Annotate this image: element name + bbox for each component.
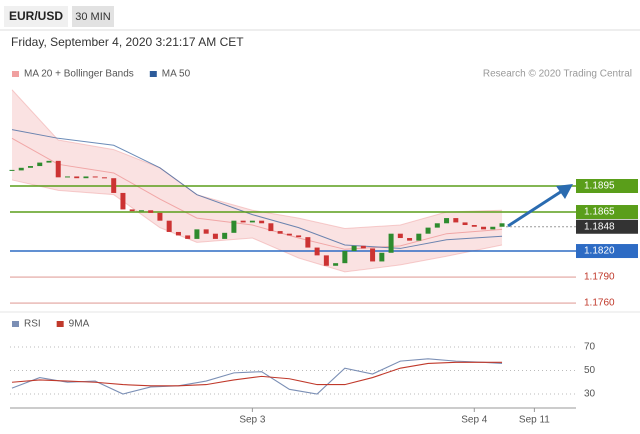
candle (148, 210, 154, 213)
candle (268, 223, 274, 232)
level-tag (576, 219, 638, 234)
candle (240, 220, 246, 223)
candle (407, 238, 413, 241)
candle (453, 218, 459, 223)
legend-swatch (12, 321, 19, 327)
legend-swatch (12, 71, 19, 77)
candle (462, 222, 468, 226)
candle (9, 169, 15, 171)
projection-arrow (507, 184, 573, 228)
x-tick-label: Sep 3 (239, 415, 266, 426)
candle (222, 232, 228, 239)
candle (323, 255, 329, 266)
rsi-line (11, 358, 503, 395)
x-tick-label: Sep 4 (461, 415, 488, 426)
level-label: 1.1760 (584, 298, 615, 309)
candle (388, 233, 394, 253)
candle (434, 223, 440, 228)
candle (425, 227, 431, 234)
y-tick-label: 30 (584, 389, 596, 400)
level-label: 1.1865 (584, 207, 615, 218)
level-tag (576, 244, 638, 259)
candle (83, 176, 89, 179)
ma20-line (11, 137, 503, 250)
level-label: 1.1790 (584, 272, 615, 283)
bollinger-lower (11, 179, 503, 273)
candle (499, 223, 505, 227)
level-tag (576, 205, 638, 220)
candle (194, 229, 200, 239)
candle (166, 220, 172, 232)
candle (46, 160, 52, 163)
candle (249, 220, 255, 223)
candle (471, 225, 477, 227)
candle (370, 248, 376, 262)
candle (27, 166, 33, 168)
rsi-ma-line (11, 361, 503, 387)
legend-label: RSI (24, 319, 41, 330)
candle (74, 176, 80, 179)
ma50-line (11, 129, 503, 249)
interval-box (72, 6, 114, 27)
candle (212, 233, 218, 239)
candle (111, 178, 117, 193)
candle (286, 233, 292, 236)
candle (175, 231, 181, 236)
level-label: 1.1895 (584, 181, 615, 192)
candle (481, 226, 487, 230)
candle (259, 220, 265, 224)
candle (120, 192, 126, 210)
candle (157, 212, 163, 221)
legend-swatch (149, 71, 157, 77)
candle (101, 177, 107, 179)
symbol: EUR/USD (9, 9, 63, 23)
candle (18, 167, 24, 171)
candle (203, 229, 209, 234)
legend-label: MA 20 + Bollinger Bands (24, 69, 134, 80)
candle (397, 233, 403, 239)
y-tick-label: 50 (584, 365, 596, 376)
level-tag (576, 179, 638, 193)
candle (305, 237, 311, 248)
candle (351, 245, 357, 252)
candle (416, 233, 422, 241)
y-tick-label: 70 (584, 342, 596, 353)
candle (490, 226, 496, 230)
candle (277, 231, 283, 234)
candle (342, 251, 348, 264)
candle (231, 220, 237, 233)
level-label: 1.1848 (584, 221, 615, 232)
candle (360, 245, 366, 249)
symbol-box (4, 6, 68, 27)
candle (64, 176, 70, 178)
arrow-shaft (507, 189, 563, 228)
x-tick-label: Sep 11 (519, 415, 550, 426)
legend-swatch (56, 321, 64, 327)
legend-label: MA 50 (162, 69, 191, 80)
arrow-head (556, 184, 573, 199)
bollinger-upper (11, 89, 503, 229)
candle (444, 218, 450, 224)
candle (55, 160, 61, 178)
timestamp: Friday, September 4, 2020 3:21:17 AM CET (11, 35, 244, 49)
candle (37, 162, 43, 167)
candle (296, 235, 302, 238)
candle (379, 252, 385, 262)
legend-label: 9MA (69, 319, 90, 330)
interval: 30 MIN (75, 11, 111, 23)
level-label: 1.1820 (584, 246, 615, 257)
candle (314, 247, 320, 256)
candle (138, 210, 144, 212)
candle (129, 209, 135, 212)
candle (185, 235, 191, 239)
credit: Research © 2020 Trading Central (483, 69, 632, 80)
candle (92, 176, 98, 178)
candle (333, 263, 339, 266)
